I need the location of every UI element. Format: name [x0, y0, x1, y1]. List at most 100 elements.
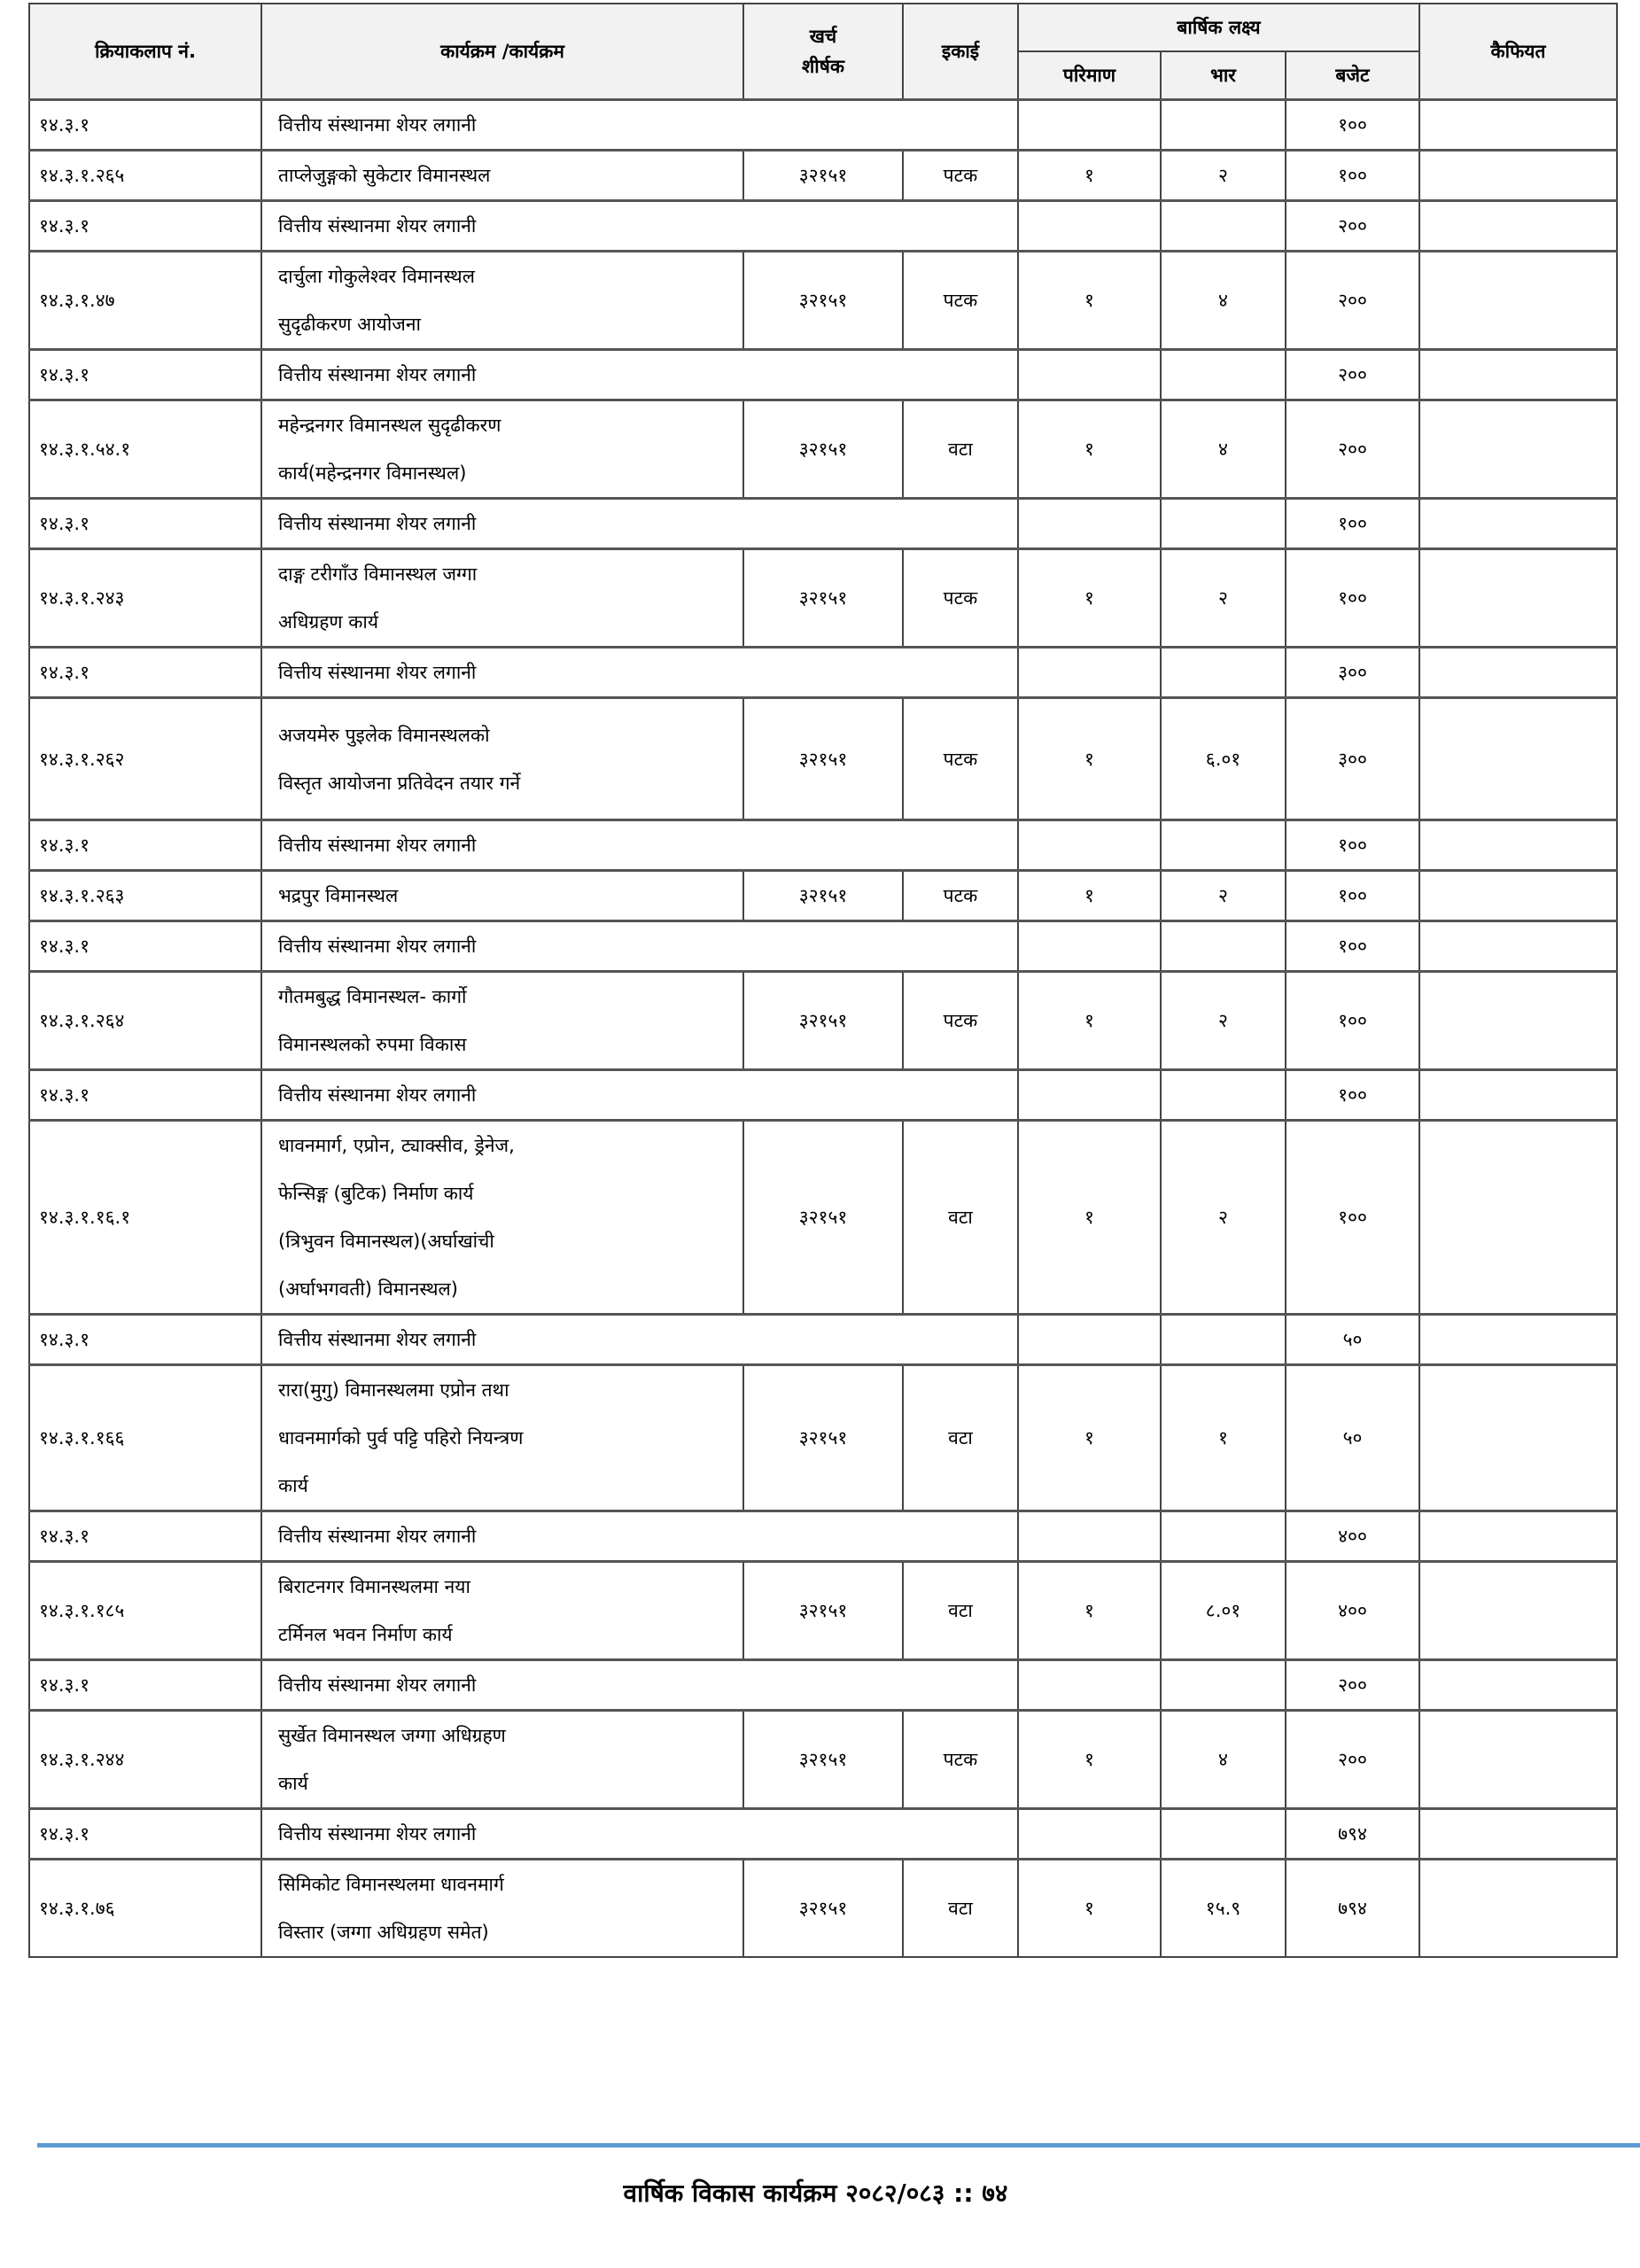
program-cell: गौतमबुद्ध विमानस्थल- कार्गो विमानस्थलको … [260, 970, 744, 1071]
weight-cell [1160, 348, 1286, 401]
table-row: १४.३.१.१६६ रारा(मुगु) विमानस्थलमा एप्रोन … [28, 1363, 1618, 1512]
program-cell: वित्तीय संस्थानमा शेयर लगानी [260, 920, 1019, 973]
weight-cell [1160, 920, 1286, 973]
quantity-cell [1017, 1510, 1162, 1563]
header-weight: भार [1160, 50, 1286, 101]
quantity-cell [1017, 1313, 1162, 1366]
unit-cell: पटक [902, 869, 1019, 922]
remarks-cell [1418, 1858, 1618, 1958]
remarks-cell [1418, 1119, 1618, 1316]
program-cell: वित्तीय संस्थानमा शेयर लगानी [260, 646, 1019, 699]
weight-cell: ४ [1160, 399, 1286, 500]
share-investment-row: १४.३.१ वित्तीय संस्थानमा शेयर लगानी ४०० [28, 1510, 1618, 1563]
program-cell: वित्तीय संस्थानमा शेयर लगानी [260, 98, 1019, 151]
program-cell: रारा(मुगु) विमानस्थलमा एप्रोन तथा धावनमा… [260, 1363, 744, 1512]
expense-head-cell: ३२१५१ [742, 399, 904, 500]
budget-cell: २०० [1285, 1658, 1420, 1712]
quantity-cell [1017, 199, 1162, 252]
budget-cell: १०० [1285, 819, 1420, 872]
expense-head-cell: ३२१५१ [742, 696, 904, 821]
weight-cell: ४ [1160, 1709, 1286, 1810]
program-cell: दार्चुला गोकुलेश्वर विमानस्थल सुदृढीकरण … [260, 250, 744, 351]
table-row: १४.३.१.१८५ बिराटनगर विमानस्थलमा नया टर्मि… [28, 1560, 1618, 1661]
program-cell: सिमिकोट विमानस्थलमा धावनमार्ग विस्तार (ज… [260, 1858, 744, 1958]
budget-cell: ४०० [1285, 1510, 1420, 1563]
expense-head-cell: ३२१५१ [742, 250, 904, 351]
activity-no-cell: १४.३.१.२६४ [28, 970, 262, 1071]
quantity-cell: १ [1017, 1363, 1162, 1512]
activity-no-cell: १४.३.१.२६५ [28, 149, 262, 202]
activity-no-cell: १४.३.१.२४४ [28, 1709, 262, 1810]
quantity-cell: १ [1017, 696, 1162, 821]
table-row: १४.३.१.१६.१ धावनमार्ग, एप्रोन, ट्याक्सीव,… [28, 1119, 1618, 1316]
quantity-cell [1017, 497, 1162, 550]
budget-cell: १०० [1285, 869, 1420, 922]
budget-cell: २०० [1285, 1709, 1420, 1810]
expense-head-cell: ३२१५१ [742, 149, 904, 202]
quantity-cell [1017, 1068, 1162, 1122]
activity-no-cell: १४.३.१.१६६ [28, 1363, 262, 1512]
activity-no-cell: १४.३.१ [28, 920, 262, 973]
program-cell: भद्रपुर विमानस्थल [260, 869, 744, 922]
header-expense-head: खर्च शीर्षक [742, 3, 904, 101]
table-row: १४.३.१.२६४ गौतमबुद्ध विमानस्थल- कार्गो वि… [28, 970, 1618, 1071]
program-cell: वित्तीय संस्थानमा शेयर लगानी [260, 1510, 1019, 1563]
remarks-cell [1418, 1068, 1618, 1122]
unit-cell: वटा [902, 1119, 1019, 1316]
activity-no-cell: १४.३.१.२६३ [28, 869, 262, 922]
program-cell: वित्तीय संस्थानमा शेयर लगानी [260, 1068, 1019, 1122]
table-row: १४.३.१.२४३ दाङ्ग टरीगाँउ विमानस्थल जग्गा … [28, 548, 1618, 649]
quantity-cell: १ [1017, 970, 1162, 1071]
remarks-cell [1418, 869, 1618, 922]
table-row: १४.३.१.४७ दार्चुला गोकुलेश्वर विमानस्थल स… [28, 250, 1618, 351]
weight-cell [1160, 1313, 1286, 1366]
footer-rule [37, 2143, 1640, 2148]
table-row: १४.३.१.७६ सिमिकोट विमानस्थलमा धावनमार्ग व… [28, 1858, 1618, 1958]
share-investment-row: १४.३.१ वित्तीय संस्थानमा शेयर लगानी १०० [28, 1068, 1618, 1122]
quantity-cell [1017, 920, 1162, 973]
table-row: १४.३.१.२६३ भद्रपुर विमानस्थल ३२१५१ पटक १ २ १०० [28, 869, 1618, 922]
unit-cell: पटक [902, 696, 1019, 821]
unit-cell: पटक [902, 149, 1019, 202]
remarks-cell [1418, 1658, 1618, 1712]
share-investment-row: १४.३.१ वित्तीय संस्थानमा शेयर लगानी २०० [28, 1658, 1618, 1712]
budget-cell: १०० [1285, 98, 1420, 151]
unit-cell: पटक [902, 548, 1019, 649]
remarks-cell [1418, 920, 1618, 973]
budget-cell: ७९४ [1285, 1858, 1420, 1958]
weight-cell [1160, 1510, 1286, 1563]
budget-cell: १०० [1285, 970, 1420, 1071]
program-cell: ताप्लेजुङ्गको सुकेटार विमानस्थल [260, 149, 744, 202]
activity-no-cell: १४.३.१ [28, 819, 262, 872]
program-cell: वित्तीय संस्थानमा शेयर लगानी [260, 199, 1019, 252]
program-cell: धावनमार्ग, एप्रोन, ट्याक्सीव, ड्रेनेज, फ… [260, 1119, 744, 1316]
program-cell: वित्तीय संस्थानमा शेयर लगानी [260, 1807, 1019, 1860]
activity-no-cell: १४.३.१ [28, 1313, 262, 1366]
quantity-cell: १ [1017, 869, 1162, 922]
remarks-cell [1418, 199, 1618, 252]
program-cell: वित्तीय संस्थानमा शेयर लगानी [260, 1313, 1019, 1366]
program-cell: महेन्द्रनगर विमानस्थल सुदृढीकरण कार्य(मह… [260, 399, 744, 500]
budget-cell: २०० [1285, 399, 1420, 500]
program-cell: सुर्खेत विमानस्थल जग्गा अधिग्रहण कार्य [260, 1709, 744, 1810]
table-body: १४.३.१ वित्तीय संस्थानमा शेयर लगानी १०० १४.… [28, 98, 1618, 1958]
quantity-cell [1017, 819, 1162, 872]
budget-cell: ४०० [1285, 1560, 1420, 1661]
remarks-cell [1418, 819, 1618, 872]
budget-cell: १०० [1285, 548, 1420, 649]
footer-text: वार्षिक विकास कार्यक्रम २०८२/०८३ :: ७४ [623, 2179, 1008, 2208]
remarks-cell [1418, 970, 1618, 1071]
budget-cell: १०० [1285, 149, 1420, 202]
remarks-cell [1418, 1363, 1618, 1512]
budget-cell: १०० [1285, 497, 1420, 550]
program-cell: बिराटनगर विमानस्थलमा नया टर्मिनल भवन निर… [260, 1560, 744, 1661]
remarks-cell [1418, 250, 1618, 351]
quantity-cell [1017, 1658, 1162, 1712]
weight-cell [1160, 646, 1286, 699]
program-cell: वित्तीय संस्थानमा शेयर लगानी [260, 497, 1019, 550]
budget-cell: ३०० [1285, 646, 1420, 699]
program-cell: वित्तीय संस्थानमा शेयर लगानी [260, 1658, 1019, 1712]
weight-cell [1160, 819, 1286, 872]
activity-no-cell: १४.३.१.१८५ [28, 1560, 262, 1661]
budget-cell: २०० [1285, 348, 1420, 401]
